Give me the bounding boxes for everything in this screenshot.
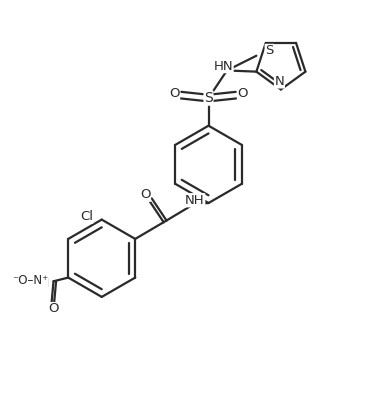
Text: O: O bbox=[48, 302, 59, 315]
Text: S: S bbox=[265, 45, 274, 57]
Text: Cl: Cl bbox=[80, 210, 93, 223]
Text: NH: NH bbox=[185, 194, 205, 207]
Text: HN: HN bbox=[213, 60, 233, 73]
Text: S: S bbox=[204, 91, 213, 105]
Text: O: O bbox=[238, 87, 248, 100]
Text: ⁻O—N: ⁻O—N bbox=[11, 276, 49, 290]
Text: O: O bbox=[169, 87, 179, 100]
Text: N: N bbox=[274, 75, 284, 88]
Text: ⁻O–N⁺: ⁻O–N⁺ bbox=[12, 274, 48, 287]
Text: O: O bbox=[140, 188, 150, 201]
Text: ⁻O—N: ⁻O—N bbox=[11, 276, 50, 290]
